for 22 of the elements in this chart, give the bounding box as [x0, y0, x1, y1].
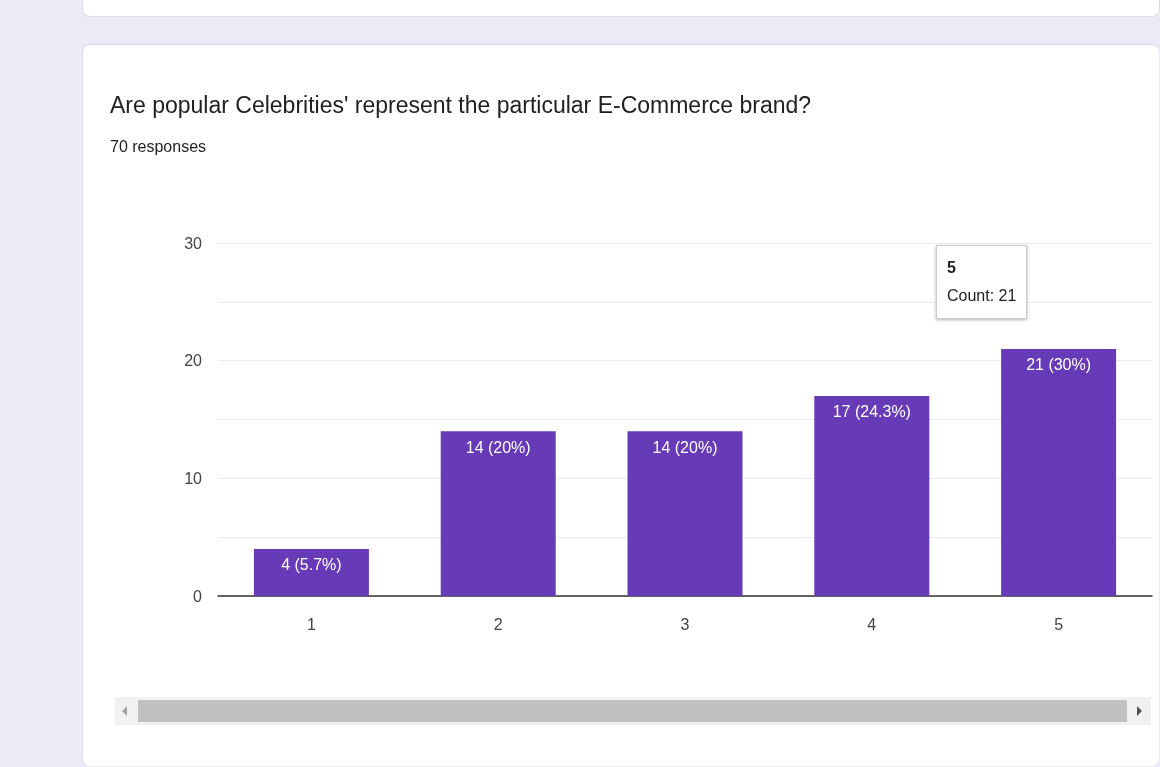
- y-tick-label: 20: [184, 352, 203, 370]
- bar: [1001, 348, 1117, 596]
- x-tick-label: 3: [680, 615, 690, 633]
- x-tick-label: 1: [306, 615, 316, 633]
- x-tick-label: 2: [493, 615, 503, 633]
- data-label: 14 (20%): [652, 438, 718, 456]
- chart-title: Are popular Celebrities' represent the particular E-Commerce brand?: [110, 91, 812, 118]
- data-label: 14 (20%): [465, 438, 531, 456]
- annotation: 5 Count: 21: [947, 258, 1017, 306]
- y-tick-label: 10: [184, 469, 203, 487]
- data-label: 21 (30%): [1026, 356, 1092, 374]
- data-label: 4 (5.7%): [281, 556, 342, 574]
- x-tick-label: 5: [1054, 615, 1064, 633]
- y-tick-label: 30: [184, 234, 203, 252]
- x-tick-label: 4: [867, 615, 877, 633]
- chart-subtitle: 70 responses: [110, 137, 207, 155]
- bar: [440, 431, 556, 596]
- y-tick-label: 0: [193, 587, 203, 605]
- data-label: 17 (24.3%): [832, 403, 911, 421]
- bar: [814, 395, 930, 596]
- bar: [627, 431, 743, 596]
- bar: [253, 548, 369, 596]
